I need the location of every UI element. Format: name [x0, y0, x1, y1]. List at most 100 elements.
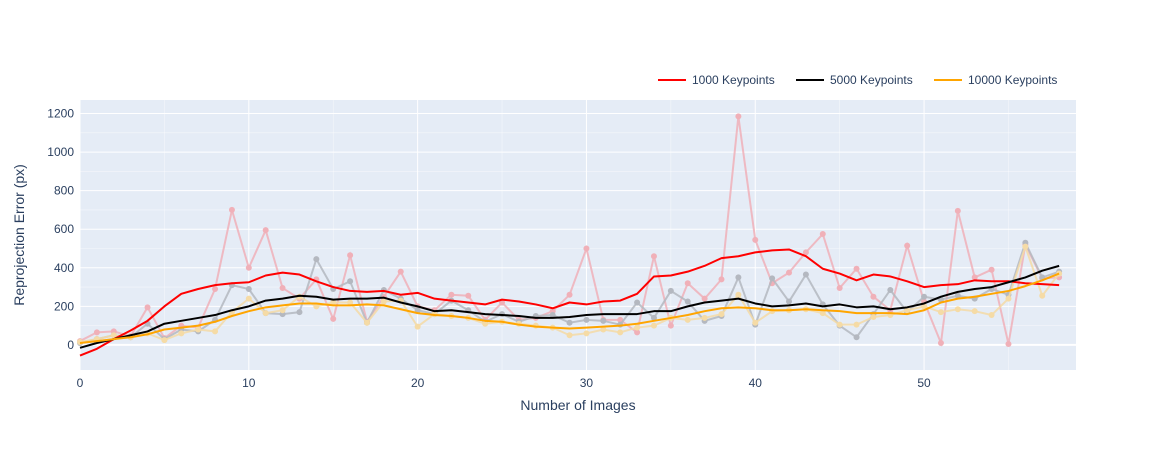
x-tick-label: 30 — [580, 376, 594, 390]
plot-background — [80, 100, 1076, 370]
raw-point-5000 — [786, 298, 793, 305]
raw-point-10000 — [853, 321, 860, 328]
raw-point-10000 — [819, 310, 826, 317]
y-tick-label: 600 — [54, 222, 74, 236]
tick-labels: 0 10 20 30 40 50 0 200 400 600 800 1000 1200 — [47, 107, 931, 391]
x-tick-label: 10 — [242, 376, 256, 390]
raw-point-10000 — [195, 326, 202, 333]
raw-point-10000 — [347, 299, 354, 306]
y-tick-label: 200 — [54, 299, 74, 313]
raw-point-10000 — [684, 316, 691, 323]
raw-point-10000 — [1039, 292, 1046, 299]
raw-point-10000 — [1022, 243, 1029, 250]
raw-point-10000 — [262, 310, 269, 317]
legend-label: 5000 Keypoints — [830, 73, 913, 87]
raw-point-10000 — [330, 299, 337, 306]
raw-point-1000 — [448, 291, 455, 298]
raw-point-1000 — [684, 280, 691, 287]
x-tick-label: 50 — [917, 376, 931, 390]
raw-point-5000 — [954, 292, 961, 299]
raw-point-10000 — [650, 322, 657, 329]
raw-point-1000 — [802, 249, 809, 256]
legend-label: 1000 Keypoints — [692, 73, 775, 87]
raw-point-1000 — [937, 340, 944, 346]
raw-point-1000 — [667, 322, 674, 329]
raw-point-10000 — [1005, 295, 1012, 302]
raw-point-1000 — [583, 245, 590, 252]
raw-point-1000 — [853, 265, 860, 272]
raw-point-1000 — [347, 252, 354, 259]
raw-point-10000 — [937, 309, 944, 316]
smoothed-line-5000 — [79, 264, 1060, 349]
raw-point-1000 — [279, 285, 286, 292]
raw-point-1000 — [228, 206, 235, 213]
y-tick-label: 1200 — [47, 107, 74, 121]
raw-point-5000 — [802, 271, 809, 278]
legend-label: 10000 Keypoints — [968, 73, 1057, 87]
raw-point-1000 — [786, 269, 793, 276]
raw-point-10000 — [617, 329, 624, 336]
raw-point-10000 — [836, 321, 843, 328]
raw-point-10000 — [245, 295, 252, 302]
raw-point-1000 — [870, 293, 877, 300]
raw-point-1000 — [819, 231, 826, 238]
raw-point-5000 — [566, 319, 573, 326]
raw-point-1000 — [650, 253, 657, 260]
raw-point-10000 — [482, 320, 489, 327]
raw-point-10000 — [313, 303, 320, 310]
raw-point-5000 — [735, 274, 742, 281]
raw-point-10000 — [718, 311, 725, 318]
raw-point-10000 — [110, 332, 117, 339]
raw-point-10000 — [971, 308, 978, 315]
raw-point-1000 — [330, 315, 337, 322]
raw-point-1000 — [397, 268, 404, 275]
raw-point-10000 — [600, 326, 607, 333]
raw-point-5000 — [347, 278, 354, 285]
raw-point-1000 — [735, 113, 742, 120]
raw-point-10000 — [904, 307, 911, 314]
raw-point-5000 — [600, 317, 607, 324]
y-axis-title: Reprojection Error (px) — [11, 164, 27, 306]
raw-point-1000 — [144, 304, 151, 311]
raw-point-10000 — [212, 328, 219, 335]
raw-point-5000 — [313, 256, 320, 263]
raw-point-1000 — [245, 264, 252, 271]
raw-point-1000 — [904, 242, 911, 249]
raw-point-10000 — [583, 330, 590, 337]
legend-item-1000[interactable]: 1000 Keypoints — [658, 73, 775, 87]
raw-point-5000 — [769, 275, 776, 282]
raw-point-10000 — [566, 332, 573, 339]
smoothed-line-10000 — [79, 272, 1060, 344]
x-tick-label: 0 — [77, 376, 84, 390]
raw-point-1000 — [262, 227, 269, 234]
raw-point-1000 — [701, 295, 708, 302]
x-axis-title: Number of Images — [520, 397, 635, 413]
x-tick-label: 20 — [411, 376, 425, 390]
raw-point-1000 — [465, 292, 472, 299]
y-tick-label: 1000 — [47, 145, 74, 159]
raw-point-10000 — [178, 330, 185, 337]
raw-point-1000 — [566, 291, 573, 298]
raw-point-5000 — [245, 286, 252, 292]
grid-lines — [79, 100, 1076, 370]
legend-item-10000[interactable]: 10000 Keypoints — [934, 73, 1057, 87]
raw-point-1000 — [988, 266, 995, 273]
raw-point-5000 — [887, 286, 894, 293]
raw-point-1000 — [634, 329, 641, 336]
y-tick-label: 800 — [54, 184, 74, 198]
legend-item-5000[interactable]: 5000 Keypoints — [796, 73, 913, 87]
smoothed-line-1000 — [79, 248, 1060, 357]
raw-point-5000 — [414, 307, 421, 314]
raw-point-5000 — [921, 293, 928, 300]
raw-point-1000 — [93, 329, 100, 336]
raw-point-1000 — [718, 276, 725, 283]
legend[interactable]: 1000 Keypoints 5000 Keypoints 10000 Keypoi… — [658, 73, 1057, 87]
y-tick-label: 400 — [54, 261, 74, 275]
raw-point-1000 — [212, 286, 219, 292]
raw-point-10000 — [988, 312, 995, 319]
raw-point-10000 — [380, 298, 387, 305]
raw-point-5000 — [634, 299, 641, 306]
raw-point-10000 — [752, 319, 759, 326]
